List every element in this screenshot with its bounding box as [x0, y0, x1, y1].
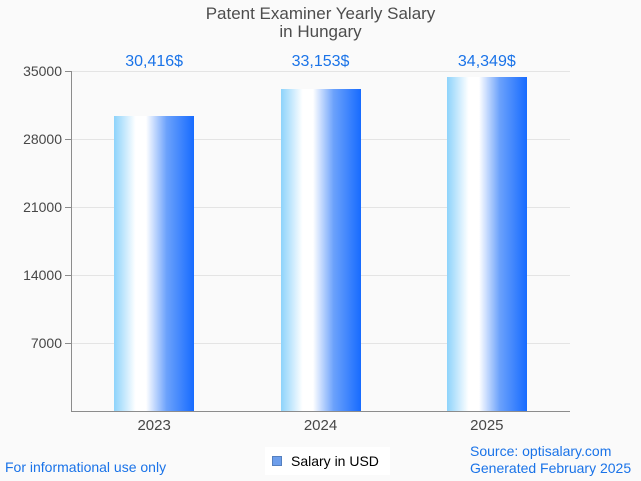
- value-label-2023: 30,416$: [125, 53, 184, 70]
- x-axis-label-2023: 2023: [137, 417, 171, 434]
- y-axis-tick-21000: [65, 207, 71, 208]
- x-axis-line: [71, 411, 570, 412]
- source-text: Source: optisalary.com: [470, 443, 612, 459]
- x-axis-label-2025: 2025: [470, 417, 504, 434]
- source-block: Source: optisalary.com Generated Februar…: [470, 443, 631, 477]
- bar-2024: [280, 88, 361, 411]
- bar-2023: [114, 115, 195, 411]
- y-axis-tick-14000: [65, 275, 71, 276]
- y-axis-tick-35000: [65, 71, 71, 72]
- chart-title-line1: Patent Examiner Yearly Salary: [205, 4, 436, 23]
- y-axis-label-7000: 7000: [30, 335, 62, 351]
- x-axis-label-2024: 2024: [303, 417, 338, 434]
- legend-marker-icon: [272, 456, 282, 466]
- y-axis-label-28000: 28000: [23, 131, 62, 147]
- chart-title-line2: in Hungary: [279, 22, 362, 41]
- gridline-35000: [71, 71, 570, 72]
- y-axis-label-14000: 14000: [23, 267, 62, 283]
- value-label-2024: 33,153$: [291, 53, 350, 70]
- y-axis-line: [71, 71, 72, 412]
- legend-label: Salary in USD: [291, 453, 379, 469]
- y-axis-tick-7000: [65, 343, 71, 344]
- chart-title: Patent Examiner Yearly Salary in Hungary: [0, 5, 641, 41]
- legend: Salary in USD: [265, 447, 390, 475]
- y-axis-tick-28000: [65, 139, 71, 140]
- generated-text: Generated February 2025: [470, 460, 632, 476]
- value-label-2025: 34,349$: [457, 53, 516, 70]
- y-axis-label-21000: 21000: [23, 199, 62, 215]
- disclaimer-text: For informational use only: [5, 459, 167, 475]
- y-axis-label-35000: 35000: [23, 63, 62, 79]
- bar-2025: [446, 77, 527, 411]
